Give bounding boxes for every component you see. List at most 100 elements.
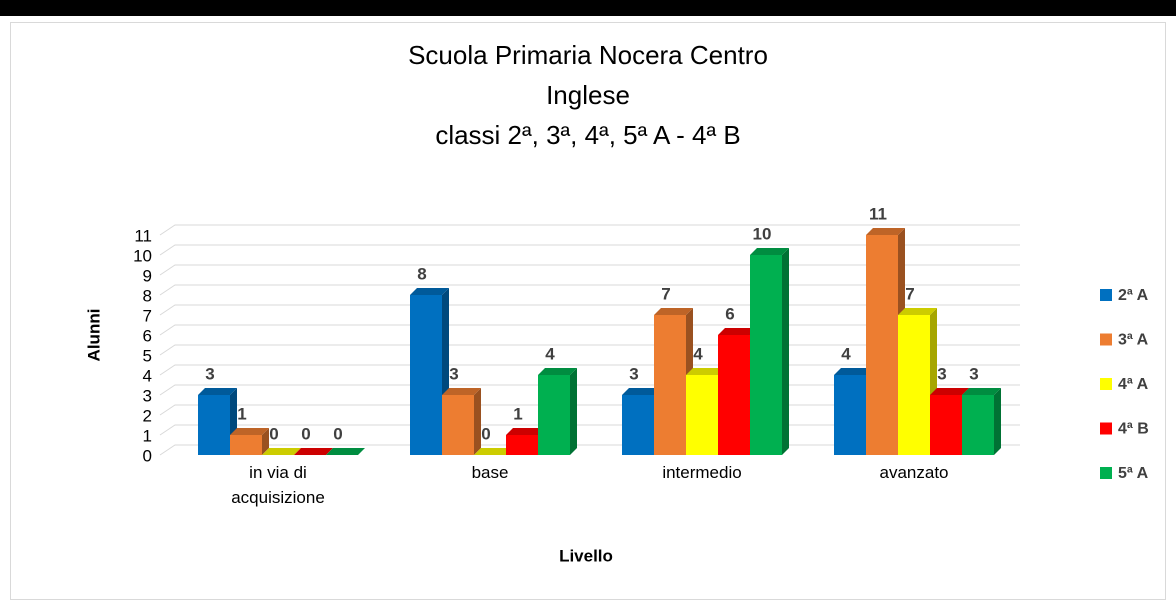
bar bbox=[506, 428, 545, 455]
bar-top bbox=[622, 388, 661, 395]
data-label: 0 bbox=[301, 424, 310, 443]
y-tick-label: 3 bbox=[143, 386, 152, 405]
data-label: 7 bbox=[661, 284, 670, 303]
bar-front bbox=[410, 295, 442, 455]
bar-front bbox=[686, 375, 718, 455]
legend-label: 4ª A bbox=[1118, 376, 1149, 393]
bar-top bbox=[198, 388, 237, 395]
chart-title: classi 2ª, 3ª, 4ª, 5ª A - 4ª B bbox=[435, 120, 740, 150]
grid-line bbox=[159, 324, 1020, 336]
bar-front bbox=[930, 395, 962, 455]
data-label: 3 bbox=[449, 364, 458, 383]
legend-swatch bbox=[1100, 378, 1112, 390]
bar-top bbox=[866, 228, 905, 235]
bar-side bbox=[994, 388, 1001, 455]
chart-frame bbox=[10, 22, 1166, 600]
bar-front bbox=[654, 315, 686, 455]
bar-front bbox=[898, 315, 930, 455]
legend-swatch bbox=[1100, 289, 1112, 301]
bar-top bbox=[654, 308, 693, 315]
chart-title: Inglese bbox=[546, 80, 630, 110]
bar-top bbox=[962, 388, 1001, 395]
data-label: 0 bbox=[481, 424, 490, 443]
bar-side bbox=[474, 388, 481, 455]
bar-top bbox=[230, 428, 269, 435]
y-tick-label: 11 bbox=[134, 226, 152, 245]
bar-front bbox=[442, 395, 474, 455]
x-tick-label: avanzato bbox=[879, 463, 949, 482]
bar-front bbox=[750, 255, 782, 455]
y-tick-label: 8 bbox=[143, 286, 152, 305]
data-label: 6 bbox=[725, 304, 734, 323]
y-tick-label: 9 bbox=[143, 266, 152, 285]
bar-side bbox=[570, 368, 577, 455]
data-label: 1 bbox=[237, 404, 246, 423]
x-tick-label: base bbox=[471, 463, 509, 482]
x-tick-label: intermedio bbox=[662, 463, 742, 482]
chart-title: Scuola Primaria Nocera Centro bbox=[408, 40, 768, 70]
bar-top bbox=[834, 368, 873, 375]
y-axis-label: Alunni bbox=[84, 309, 103, 362]
bar-front bbox=[834, 375, 866, 455]
data-label: 3 bbox=[629, 364, 638, 383]
data-label: 8 bbox=[417, 264, 426, 283]
data-label: 3 bbox=[937, 364, 946, 383]
bar-top bbox=[686, 368, 725, 375]
bar bbox=[474, 448, 513, 456]
data-label: 1 bbox=[513, 404, 522, 423]
legend-label: 5ª A bbox=[1118, 465, 1149, 482]
legend-label: 3ª A bbox=[1118, 332, 1149, 349]
data-label: 0 bbox=[269, 424, 278, 443]
bar-top bbox=[294, 448, 333, 455]
bar-top bbox=[506, 428, 545, 435]
bar bbox=[654, 308, 693, 455]
y-tick-label: 10 bbox=[133, 246, 152, 265]
bar-front bbox=[962, 395, 994, 455]
data-label: 3 bbox=[205, 364, 214, 383]
bar-front bbox=[198, 395, 230, 455]
bar bbox=[326, 448, 365, 456]
grid-line bbox=[159, 264, 1020, 276]
grid-line bbox=[159, 304, 1020, 316]
legend-swatch bbox=[1100, 467, 1112, 479]
y-tick-label: 2 bbox=[143, 406, 152, 425]
bar-top bbox=[410, 288, 449, 295]
bar bbox=[198, 388, 237, 455]
top-bar bbox=[0, 0, 1176, 16]
data-label: 0 bbox=[333, 424, 342, 443]
data-label: 11 bbox=[869, 204, 887, 223]
bar bbox=[686, 368, 725, 455]
bar bbox=[538, 368, 577, 455]
legend-swatch bbox=[1100, 422, 1112, 435]
bar-top bbox=[442, 388, 481, 395]
bar bbox=[262, 448, 301, 456]
bar-top bbox=[326, 448, 365, 455]
bar-front bbox=[718, 335, 750, 455]
bar-front bbox=[230, 435, 262, 455]
bar-front bbox=[506, 435, 538, 455]
bar-top bbox=[718, 328, 757, 335]
x-axis-label: Livello bbox=[559, 546, 613, 565]
data-label: 10 bbox=[753, 224, 772, 243]
y-tick-label: 6 bbox=[143, 326, 152, 345]
bar bbox=[294, 448, 333, 456]
legend-label: 2ª A bbox=[1118, 287, 1149, 304]
legend-swatch bbox=[1100, 333, 1112, 346]
y-tick-label: 7 bbox=[143, 306, 152, 325]
y-tick-label: 0 bbox=[143, 446, 152, 465]
bar bbox=[410, 288, 449, 455]
bar-top bbox=[262, 448, 301, 455]
data-label: 4 bbox=[693, 344, 703, 363]
bar-top bbox=[538, 368, 577, 375]
bar-side bbox=[262, 428, 269, 455]
bar bbox=[898, 308, 937, 455]
bar-front bbox=[866, 235, 898, 455]
data-label: 4 bbox=[545, 344, 555, 363]
bar bbox=[962, 388, 1001, 455]
y-tick-label: 1 bbox=[143, 426, 152, 445]
data-label: 3 bbox=[969, 364, 978, 383]
bar-front bbox=[538, 375, 570, 455]
bar-top bbox=[898, 308, 937, 315]
